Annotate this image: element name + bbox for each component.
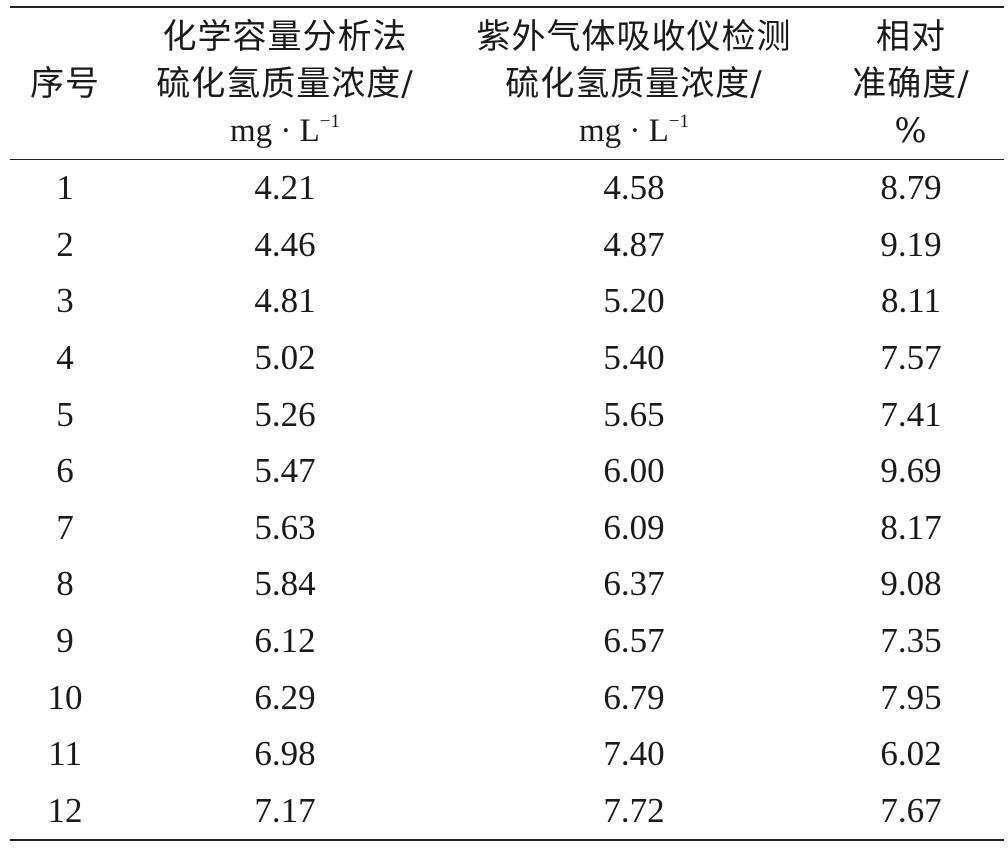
header-unit-text: mg · L: [578, 113, 669, 149]
table-row: 2 4.46 4.87 9.19: [10, 217, 1004, 274]
cell-chemical-method-value: 6.98: [254, 734, 316, 774]
header-line: %: [894, 111, 928, 151]
cell-relative-accuracy: 6.02: [880, 734, 942, 774]
cell-chemical-method-value: 5.84: [254, 564, 316, 604]
cell-relative-accuracy: 8.79: [880, 168, 942, 208]
cell-uv-analyzer-value: 7.40: [603, 734, 665, 774]
cell-uv-analyzer-value: 6.79: [603, 677, 665, 717]
header-unit: mg · L−1: [450, 108, 818, 155]
table-row: 11 6.98 7.40 6.02: [10, 726, 1004, 783]
table-body: 1 4.21 4.58 8.79 2 4.46 4.87 9.19 3 4.81 5.20 8.11 4…: [10, 160, 1004, 841]
table-row: 3 4.81 5.20 8.11: [10, 273, 1004, 330]
header-unit: mg · L−1: [120, 108, 450, 155]
cell-relative-accuracy: 7.35: [880, 621, 942, 661]
cell-relative-accuracy: 9.69: [880, 451, 942, 491]
table-row: 6 5.47 6.00 9.69: [10, 443, 1004, 500]
cell-serial-number: 9: [56, 621, 74, 661]
header-row: 序号 化学容量分析法 硫化氢质量浓度/ mg · L−1 紫外气体吸收仪检测 硫…: [10, 7, 1004, 160]
header-unit-text: mg · L: [229, 113, 320, 149]
cell-serial-number: 11: [48, 734, 82, 774]
cell-serial-number: 1: [56, 168, 74, 208]
header-line: 硫化氢质量浓度/: [505, 64, 763, 104]
cell-serial-number: 3: [56, 281, 74, 321]
cell-uv-analyzer-value: 4.58: [603, 168, 665, 208]
cell-uv-analyzer-value: 6.00: [603, 451, 665, 491]
header-line: 化学容量分析法: [162, 17, 408, 57]
cell-relative-accuracy: 9.19: [880, 224, 942, 264]
cell-chemical-method-value: 4.21: [254, 168, 316, 208]
concentration-comparison-table: 序号 化学容量分析法 硫化氢质量浓度/ mg · L−1 紫外气体吸收仪检测 硫…: [10, 6, 1004, 841]
cell-relative-accuracy: 8.17: [880, 507, 942, 547]
cell-chemical-method-value: 7.17: [254, 790, 316, 830]
table-row: 12 7.17 7.72 7.67: [10, 783, 1004, 841]
table-row: 5 5.26 5.65 7.41: [10, 386, 1004, 443]
header-unit-superscript: −1: [319, 111, 341, 132]
cell-chemical-method-value: 4.46: [254, 224, 316, 264]
cell-chemical-method-value: 6.29: [254, 677, 316, 717]
cell-uv-analyzer-value: 5.65: [603, 394, 665, 434]
cell-uv-analyzer-value: 6.37: [603, 564, 665, 604]
table-row: 9 6.12 6.57 7.35: [10, 613, 1004, 670]
cell-serial-number: 12: [47, 790, 83, 830]
cell-uv-analyzer-value: 5.40: [603, 338, 665, 378]
table-row: 1 4.21 4.58 8.79: [10, 160, 1004, 217]
cell-serial-number: 10: [47, 677, 83, 717]
cell-chemical-method-value: 5.02: [254, 338, 316, 378]
cell-chemical-method-value: 4.81: [254, 281, 316, 321]
header-serial-number: 序号: [10, 7, 120, 160]
table-row: 7 5.63 6.09 8.17: [10, 500, 1004, 557]
header-chemical-method-concentration: 化学容量分析法 硫化氢质量浓度/ mg · L−1: [120, 7, 450, 160]
table-header: 序号 化学容量分析法 硫化氢质量浓度/ mg · L−1 紫外气体吸收仪检测 硫…: [10, 7, 1004, 160]
cell-chemical-method-value: 5.26: [254, 394, 316, 434]
cell-uv-analyzer-value: 4.87: [603, 224, 665, 264]
cell-serial-number: 5: [56, 394, 74, 434]
cell-chemical-method-value: 5.63: [254, 507, 316, 547]
cell-relative-accuracy: 9.08: [880, 564, 942, 604]
cell-uv-analyzer-value: 6.57: [603, 621, 665, 661]
cell-relative-accuracy: 7.67: [880, 790, 942, 830]
cell-relative-accuracy: 8.11: [881, 281, 941, 321]
cell-chemical-method-value: 5.47: [254, 451, 316, 491]
cell-relative-accuracy: 7.41: [880, 394, 942, 434]
cell-relative-accuracy: 7.57: [880, 338, 942, 378]
header-line: 相对: [876, 17, 946, 57]
cell-chemical-method-value: 6.12: [254, 621, 316, 661]
cell-serial-number: 8: [56, 564, 74, 604]
header-relative-accuracy: 相对 准确度/ %: [818, 7, 1004, 160]
header-line: 序号: [30, 64, 100, 104]
table-row: 8 5.84 6.37 9.08: [10, 556, 1004, 613]
table-row: 10 6.29 6.79 7.95: [10, 669, 1004, 726]
header-unit-superscript: −1: [668, 111, 690, 132]
table-row: 4 5.02 5.40 7.57: [10, 330, 1004, 387]
header-line: 硫化氢质量浓度/: [156, 64, 414, 104]
header-uv-analyzer-concentration: 紫外气体吸收仪检测 硫化氢质量浓度/ mg · L−1: [450, 7, 818, 160]
cell-serial-number: 7: [56, 507, 74, 547]
cell-serial-number: 6: [56, 451, 74, 491]
cell-relative-accuracy: 7.95: [880, 677, 942, 717]
cell-serial-number: 2: [56, 224, 74, 264]
header-line: 准确度/: [852, 64, 970, 104]
cell-serial-number: 4: [56, 338, 74, 378]
data-table-container: 序号 化学容量分析法 硫化氢质量浓度/ mg · L−1 紫外气体吸收仪检测 硫…: [10, 6, 1004, 841]
cell-uv-analyzer-value: 5.20: [603, 281, 665, 321]
header-line: 紫外气体吸收仪检测: [476, 17, 792, 57]
cell-uv-analyzer-value: 6.09: [603, 507, 665, 547]
cell-uv-analyzer-value: 7.72: [603, 790, 665, 830]
